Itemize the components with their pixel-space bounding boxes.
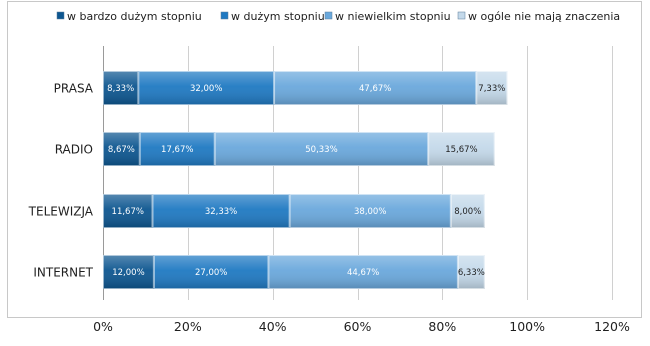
legend-swatch-w-duzym-stopniu <box>220 11 229 20</box>
x-tick-label: 100% <box>509 319 545 334</box>
bar-segment-outline <box>214 132 429 166</box>
bar-segment-outline <box>274 71 477 105</box>
legend-label-w-bardzo-duzym-stopniu: w bardzo dużym stopniu <box>67 10 202 23</box>
bar-segment-outline <box>289 194 451 228</box>
legend: w bardzo dużym stopniu w dużym stopniu w n… <box>56 10 620 23</box>
data-label: 15,67% <box>445 145 477 155</box>
bar-segment-outline <box>476 71 508 105</box>
bar-segment-outline <box>103 132 140 166</box>
bar-shading <box>152 194 290 228</box>
data-label: 50,33% <box>305 145 337 155</box>
bar-shading <box>103 71 139 105</box>
bar-shading <box>268 255 458 289</box>
x-axis-ticks: 0% 20% 40% 60% 80% 100% 120% <box>93 319 630 334</box>
x-tick-label: 20% <box>174 319 202 334</box>
legend-label-w-duzym-stopniu: w dużym stopniu <box>231 10 325 23</box>
data-label: 8,67% <box>108 145 135 155</box>
data-label: 32,33% <box>205 207 237 217</box>
legend-swatch-w-niewielkim-stopniu <box>324 11 333 20</box>
bar-shading <box>428 132 495 166</box>
category-labels: PRASA RADIO TELEWIZJA INTERNET <box>28 82 94 280</box>
category-label-internet: INTERNET <box>33 266 93 280</box>
category-label-radio: RADIO <box>55 143 93 157</box>
legend-label-w-niewielkim-stopniu: w niewielkim stopniu <box>335 10 451 23</box>
data-label: 32,00% <box>190 84 222 94</box>
bar-segment-outline <box>450 194 485 228</box>
bar-shading <box>103 132 140 166</box>
data-label: 7,33% <box>478 84 505 94</box>
bar-shading <box>103 255 154 289</box>
x-tick-label: 60% <box>344 319 372 334</box>
data-label: 8,00% <box>454 207 481 217</box>
bar-segment-outline <box>268 255 458 289</box>
bar-segment-outline <box>428 132 495 166</box>
bar-shading <box>103 194 153 228</box>
bar-shading <box>139 132 215 166</box>
data-label: 8,33% <box>107 84 134 94</box>
data-label: 44,67% <box>347 268 379 278</box>
bar-shading <box>153 255 269 289</box>
category-label-prasa: PRASA <box>54 82 94 96</box>
data-label: 17,67% <box>161 145 193 155</box>
bar-shading <box>274 71 477 105</box>
data-label: 47,67% <box>359 84 391 94</box>
x-tick-label: 80% <box>428 319 456 334</box>
bar-segment-outline <box>152 194 290 228</box>
bar-shading <box>289 194 451 228</box>
bars: 8,33% 32,00% 47,67% 7,33% 8,67% 17,67% 50,33% 1… <box>103 71 508 289</box>
bar-segment-outline <box>153 255 269 289</box>
bar-shading <box>450 194 485 228</box>
bar-shading <box>214 132 429 166</box>
bar-segment-outline <box>103 71 139 105</box>
x-tick-label: 0% <box>93 319 113 334</box>
x-tick-label: 40% <box>259 319 287 334</box>
x-tick-label: 120% <box>594 319 630 334</box>
legend-swatch-w-ogole-nie-maja-znaczenia <box>457 11 466 20</box>
data-label: 6,33% <box>458 268 485 278</box>
bar-segment-outline <box>103 194 153 228</box>
bar-segment-outline <box>138 71 275 105</box>
bar-segment-outline <box>457 255 485 289</box>
data-label: 27,00% <box>195 268 227 278</box>
category-label-telewizja: TELEWIZJA <box>28 205 94 219</box>
data-label: 12,00% <box>112 268 144 278</box>
bar-segment-outline <box>139 132 215 166</box>
legend-label-w-ogole-nie-maja-znaczenia: w ogóle nie mają znaczenia <box>468 10 620 23</box>
bar-shading <box>476 71 508 105</box>
bar-segment-outline <box>103 255 154 289</box>
bar-shading <box>138 71 275 105</box>
bar-shading <box>457 255 485 289</box>
data-label: 38,00% <box>354 207 386 217</box>
legend-swatch-w-bardzo-duzym-stopniu <box>56 11 65 20</box>
data-label: 11,67% <box>112 207 144 217</box>
